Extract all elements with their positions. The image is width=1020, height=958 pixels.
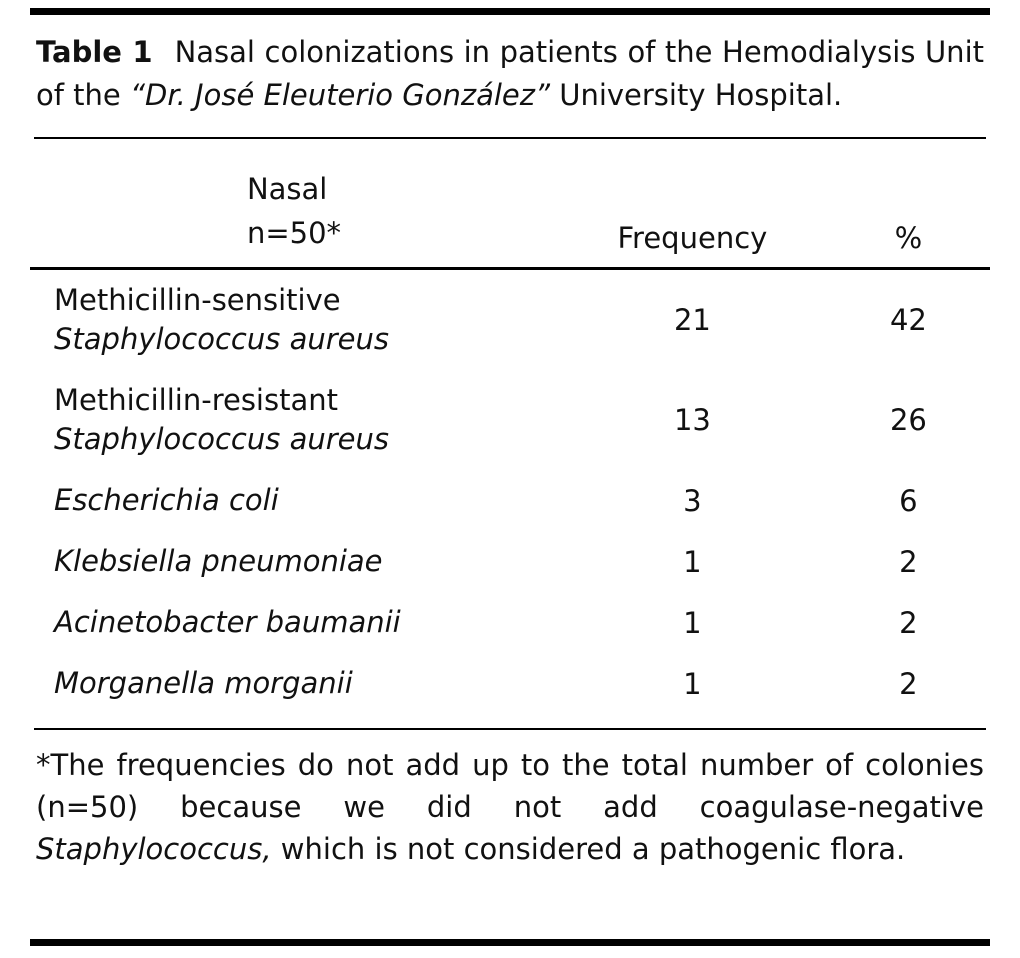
footnote-rule bbox=[34, 728, 986, 730]
table-top-border bbox=[30, 8, 990, 15]
organism-name-cell: Escherichia coli bbox=[30, 470, 558, 531]
footnote-text-end: which is not considered a pathogenic flo… bbox=[271, 832, 906, 866]
header-row: Nasal n=50* Frequency % bbox=[30, 139, 990, 270]
header-sample-stack: Nasal n=50* bbox=[247, 167, 341, 255]
percent-value: 26 bbox=[889, 403, 927, 437]
frequency-value: 1 bbox=[683, 605, 702, 640]
frequency-value: 21 bbox=[673, 303, 711, 337]
table-row: Klebsiella pneumoniae 1 2 bbox=[30, 531, 990, 592]
organism-name: Acinetobacter baumanii bbox=[54, 605, 401, 639]
header-sample-line2: n=50* bbox=[246, 216, 342, 250]
table-row: Morganella morganii 1 2 bbox=[30, 653, 990, 714]
organism-name-cell: Klebsiella pneumoniae bbox=[30, 531, 558, 592]
frequency-value: 1 bbox=[683, 544, 702, 579]
percent-value: 2 bbox=[899, 544, 918, 579]
table-row: Escherichia coli 3 6 bbox=[30, 470, 990, 531]
caption-rule bbox=[34, 137, 986, 139]
caption-hospital-name: “Dr. José Eleuterio González” bbox=[129, 78, 550, 112]
organism-name-cell: Acinetobacter baumanii bbox=[30, 592, 558, 653]
table-row: Methicillin-resistant Staphylococcus aur… bbox=[30, 370, 990, 470]
data-table: Nasal n=50* Frequency % Methicillin-sens… bbox=[30, 139, 990, 714]
header-sample-column: Nasal n=50* bbox=[30, 139, 558, 270]
frequency-value: 3 bbox=[683, 483, 702, 518]
percent-value: 2 bbox=[899, 605, 918, 640]
organism-name-line2: Staphylococcus aureus bbox=[54, 422, 389, 456]
organism-name-cell: Methicillin-sensitive Staphylococcus aur… bbox=[30, 269, 558, 371]
organism-name-line2: Staphylococcus aureus bbox=[54, 322, 389, 356]
frequency-value: 13 bbox=[673, 403, 711, 437]
organism-name-line1: Methicillin-sensitive bbox=[54, 283, 341, 317]
header-sample-line1: Nasal bbox=[246, 172, 328, 206]
table-caption: Table 1 Nasal colonizations in patients o… bbox=[36, 31, 984, 117]
frequency-value: 1 bbox=[683, 666, 702, 701]
percent-value: 2 bbox=[899, 666, 918, 701]
percent-value: 42 bbox=[889, 303, 927, 337]
organism-name-cell: Morganella morganii bbox=[30, 653, 558, 714]
header-percent: % bbox=[826, 139, 990, 270]
header-frequency: Frequency bbox=[558, 139, 827, 270]
organism-name: Klebsiella pneumoniae bbox=[54, 544, 383, 578]
table-row: Acinetobacter baumanii 1 2 bbox=[30, 592, 990, 653]
organism-name: Escherichia coli bbox=[54, 483, 279, 517]
percent-value: 6 bbox=[899, 483, 918, 518]
organism-name: Morganella morganii bbox=[54, 666, 353, 700]
table-bottom-border bbox=[30, 939, 990, 946]
table-row: Methicillin-sensitive Staphylococcus aur… bbox=[30, 269, 990, 371]
footnote-text: *The frequencies do not add up to the to… bbox=[36, 748, 984, 824]
caption-text-end: University Hospital. bbox=[550, 78, 843, 112]
organism-name-cell: Methicillin-resistant Staphylococcus aur… bbox=[30, 370, 558, 470]
organism-name-line1: Methicillin-resistant bbox=[54, 383, 338, 417]
caption-text: Nasal colonizations in patients of the H… bbox=[36, 35, 984, 112]
footnote-italic: Staphylococcus, bbox=[36, 832, 272, 866]
table-label: Table 1 bbox=[36, 35, 153, 69]
footnote: *The frequencies do not add up to the to… bbox=[36, 744, 984, 870]
